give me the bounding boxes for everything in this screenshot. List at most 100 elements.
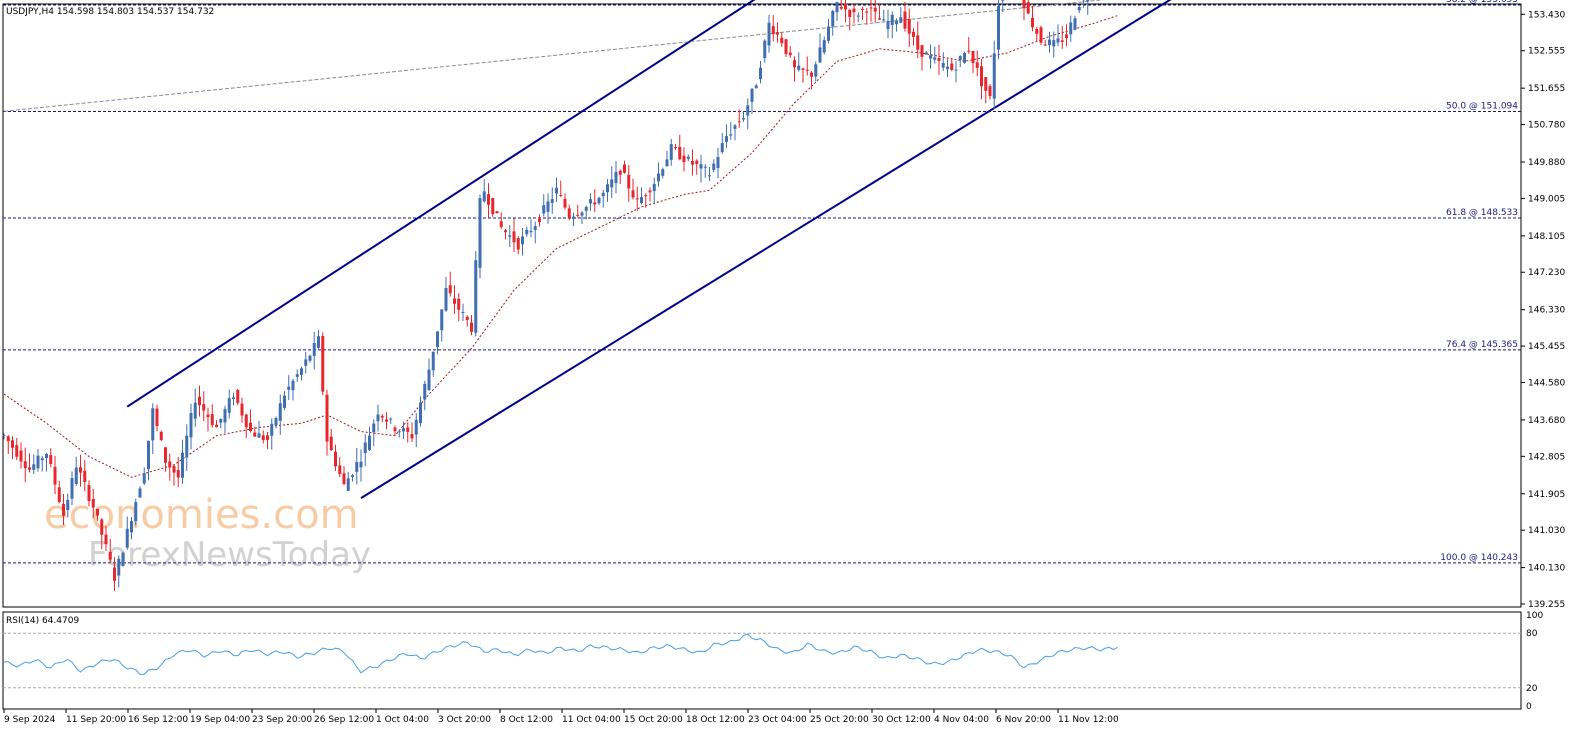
candle-body xyxy=(206,414,210,418)
candle-body xyxy=(924,52,928,55)
candle-body xyxy=(661,169,665,176)
candle xyxy=(338,457,342,478)
candle xyxy=(763,39,767,63)
candle xyxy=(814,61,818,82)
candle xyxy=(402,421,405,439)
candle-body xyxy=(682,155,686,163)
candle xyxy=(308,354,312,363)
candle-body xyxy=(890,14,894,26)
candle-body xyxy=(814,64,818,77)
moving-average xyxy=(3,15,1118,478)
candle-body xyxy=(121,552,125,567)
candle xyxy=(508,225,512,247)
candle-body xyxy=(784,39,788,54)
candle-body xyxy=(954,69,958,71)
candle xyxy=(899,7,903,24)
x-tick-label: 3 Oct 20:00 xyxy=(438,715,491,725)
candle xyxy=(652,177,656,205)
candle-body xyxy=(57,487,61,503)
candle-body xyxy=(550,199,554,203)
candle-body xyxy=(665,159,669,167)
candle-body xyxy=(635,198,639,200)
candle xyxy=(380,414,384,423)
y-tick-label: 149.005 xyxy=(1528,194,1565,204)
rsi-tick-label: 100 xyxy=(1526,611,1543,621)
x-tick-label: 11 Oct 04:00 xyxy=(562,715,621,725)
x-tick-label: 26 Sep 12:00 xyxy=(314,715,374,725)
candle xyxy=(572,212,575,227)
candle-body xyxy=(708,175,711,177)
rsi-panel: 100 80 20 0 xyxy=(3,611,1543,712)
candle xyxy=(257,420,261,438)
candle xyxy=(958,55,962,67)
y-tick-label: 152.555 xyxy=(1528,47,1565,57)
candle xyxy=(682,147,686,172)
candle xyxy=(87,480,91,507)
candle xyxy=(159,430,163,442)
candle xyxy=(742,111,745,122)
candle-body xyxy=(529,230,533,233)
candle-body xyxy=(363,442,367,453)
candle-body xyxy=(618,170,622,175)
y-tick-label: 139.255 xyxy=(1528,600,1565,610)
candle-body xyxy=(869,7,873,9)
chart-header: USDJPY,H4 154.598 154.803 154.537 154.73… xyxy=(6,7,214,17)
y-tick-label: 142.805 xyxy=(1528,452,1565,462)
candle-body xyxy=(91,499,95,508)
candle-body xyxy=(1077,6,1081,11)
candle-body xyxy=(23,461,27,469)
rsi-label: RSI(14) 64.4709 xyxy=(6,616,79,626)
candle xyxy=(924,50,928,55)
candle xyxy=(1022,0,1026,21)
candle-body xyxy=(831,11,835,27)
candle xyxy=(805,56,809,76)
x-tick-label: 11 Nov 12:00 xyxy=(1058,715,1119,725)
candle-body xyxy=(712,163,716,170)
candle xyxy=(967,37,971,54)
candle xyxy=(593,189,597,213)
x-tick-label: 30 Oct 12:00 xyxy=(872,715,931,725)
candle xyxy=(312,331,316,370)
candle xyxy=(70,471,74,506)
candle xyxy=(45,452,48,472)
candle-body xyxy=(746,105,750,116)
candle xyxy=(869,0,873,22)
candle xyxy=(359,449,363,482)
trend-lines xyxy=(3,0,1172,499)
candle xyxy=(436,331,439,355)
candle xyxy=(784,38,788,58)
candle xyxy=(134,498,138,526)
candle xyxy=(1069,15,1073,42)
candle-body xyxy=(117,558,121,576)
candle-body xyxy=(695,160,699,165)
candle xyxy=(215,420,218,428)
candle xyxy=(491,197,495,217)
candle-body xyxy=(227,398,231,413)
y-tick-label: 144.580 xyxy=(1528,378,1565,388)
candle-body xyxy=(274,417,278,426)
candle-body xyxy=(380,415,384,418)
candle xyxy=(614,161,618,194)
candle xyxy=(244,413,248,438)
candle xyxy=(487,183,490,218)
rsi-tick-label: 80 xyxy=(1526,629,1538,639)
candle xyxy=(151,403,155,454)
candle xyxy=(342,466,346,486)
candle-body xyxy=(244,414,248,428)
candle-body xyxy=(1043,44,1047,46)
candle-body xyxy=(623,164,626,173)
candle-body xyxy=(312,342,316,356)
candle xyxy=(1026,0,1030,15)
candle-body xyxy=(15,445,19,457)
candle xyxy=(610,166,614,198)
candle xyxy=(291,378,295,401)
candle-body xyxy=(423,383,427,400)
x-tick-label: 23 Sep 20:00 xyxy=(252,715,312,725)
candle-body xyxy=(287,386,291,390)
x-tick-label: 1 Oct 04:00 xyxy=(376,715,429,725)
candle xyxy=(933,46,937,64)
candle xyxy=(142,467,146,486)
candle xyxy=(712,159,716,173)
candle-body xyxy=(19,450,23,462)
candlesticks xyxy=(2,0,1090,591)
